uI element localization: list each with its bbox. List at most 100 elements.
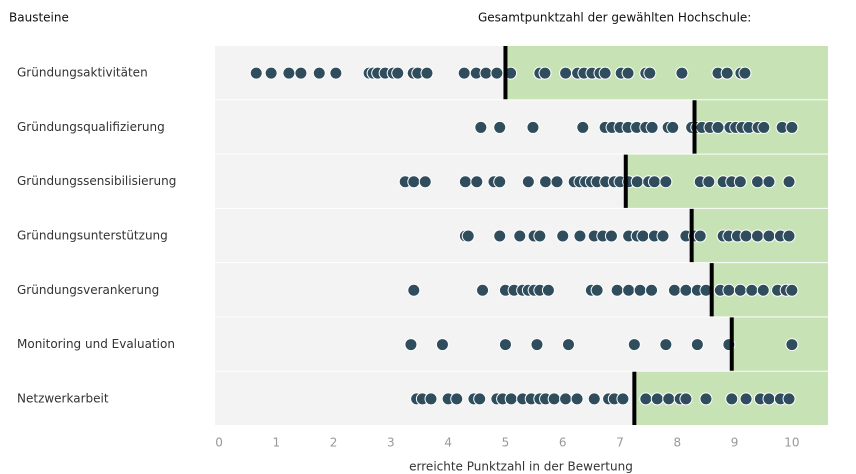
dot bbox=[762, 175, 776, 189]
dot bbox=[282, 66, 296, 80]
dot bbox=[659, 175, 673, 189]
x-tick-label: 3 bbox=[387, 436, 395, 450]
dot bbox=[312, 66, 326, 80]
dot bbox=[785, 338, 799, 352]
dot bbox=[722, 283, 736, 297]
dot bbox=[782, 229, 796, 243]
above-region bbox=[731, 317, 828, 371]
dot bbox=[539, 175, 553, 189]
dot bbox=[513, 229, 527, 243]
dot bbox=[598, 66, 612, 80]
dot bbox=[679, 392, 693, 406]
dot bbox=[667, 283, 681, 297]
dot bbox=[785, 283, 799, 297]
dot bbox=[666, 120, 680, 134]
dot bbox=[570, 392, 584, 406]
dot bbox=[751, 229, 765, 243]
dot bbox=[693, 229, 707, 243]
dot bbox=[725, 392, 739, 406]
dot bbox=[785, 120, 799, 134]
dot bbox=[720, 66, 734, 80]
dot bbox=[493, 120, 507, 134]
dot bbox=[493, 175, 507, 189]
dot bbox=[745, 283, 759, 297]
dot bbox=[650, 392, 664, 406]
dot bbox=[418, 175, 432, 189]
row-label: Netzwerkarbeit bbox=[17, 391, 109, 405]
dot bbox=[420, 66, 434, 80]
dot bbox=[645, 283, 659, 297]
dot bbox=[639, 392, 653, 406]
dot bbox=[490, 66, 504, 80]
dot bbox=[604, 229, 618, 243]
dot bbox=[476, 283, 490, 297]
dot bbox=[294, 66, 308, 80]
dot bbox=[473, 392, 487, 406]
dot bbox=[461, 229, 475, 243]
dot bbox=[458, 175, 472, 189]
x-tick-label: 1 bbox=[272, 436, 280, 450]
dot bbox=[702, 175, 716, 189]
dot bbox=[756, 283, 770, 297]
dot bbox=[643, 66, 657, 80]
x-tick-label: 6 bbox=[559, 436, 567, 450]
x-tick-label: 7 bbox=[616, 436, 624, 450]
dot bbox=[659, 338, 673, 352]
dot bbox=[264, 66, 278, 80]
dot bbox=[479, 66, 493, 80]
dot bbox=[550, 175, 564, 189]
x-tick-label: 0 bbox=[215, 436, 223, 450]
dot bbox=[679, 283, 693, 297]
dot bbox=[590, 283, 604, 297]
dot bbox=[762, 392, 776, 406]
x-axis-label: erreichte Punktzahl in der Bewertung bbox=[409, 460, 633, 474]
x-tick-label: 8 bbox=[674, 436, 682, 450]
dot bbox=[391, 66, 405, 80]
row-label: Monitoring und Evaluation bbox=[17, 337, 175, 351]
dot bbox=[329, 66, 343, 80]
dot bbox=[457, 66, 471, 80]
dot bbox=[739, 392, 753, 406]
dot bbox=[556, 229, 570, 243]
dot bbox=[622, 283, 636, 297]
x-tick-label: 4 bbox=[444, 436, 452, 450]
dot bbox=[526, 120, 540, 134]
dot bbox=[538, 66, 552, 80]
x-tick-label: 10 bbox=[784, 436, 799, 450]
dot bbox=[616, 392, 630, 406]
dot bbox=[621, 66, 635, 80]
dot bbox=[711, 120, 725, 134]
dot bbox=[633, 283, 647, 297]
dot bbox=[533, 229, 547, 243]
dot bbox=[738, 66, 752, 80]
dot bbox=[656, 229, 670, 243]
dot bbox=[690, 338, 704, 352]
dot bbox=[630, 175, 644, 189]
dot bbox=[733, 283, 747, 297]
dot bbox=[530, 338, 544, 352]
dot bbox=[450, 392, 464, 406]
dot bbox=[733, 175, 747, 189]
dot bbox=[435, 338, 449, 352]
dot bbox=[647, 175, 661, 189]
dot bbox=[474, 120, 488, 134]
dot bbox=[498, 338, 512, 352]
dot bbox=[407, 175, 421, 189]
row-label: Gründungssensibilisierung bbox=[17, 174, 176, 188]
dot bbox=[751, 175, 765, 189]
dot bbox=[249, 66, 263, 80]
dot bbox=[404, 338, 418, 352]
dot bbox=[541, 283, 555, 297]
dot bbox=[424, 392, 438, 406]
dot bbox=[757, 120, 771, 134]
dot bbox=[573, 229, 587, 243]
dot bbox=[561, 338, 575, 352]
dot bbox=[739, 229, 753, 243]
dot bbox=[559, 392, 573, 406]
dot bbox=[587, 392, 601, 406]
row-label: Gründungsqualifizierung bbox=[17, 120, 165, 134]
dot bbox=[521, 175, 535, 189]
dot bbox=[547, 392, 561, 406]
above-region bbox=[505, 46, 828, 100]
